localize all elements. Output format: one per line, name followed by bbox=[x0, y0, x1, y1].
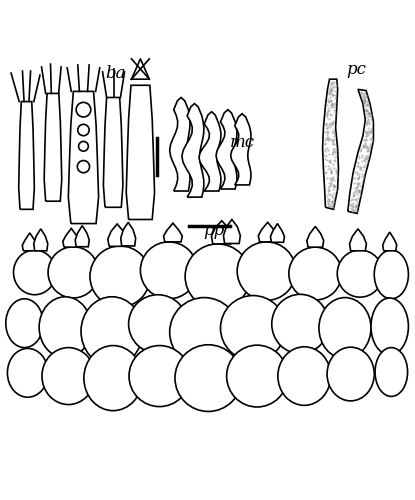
Ellipse shape bbox=[319, 298, 371, 358]
Ellipse shape bbox=[289, 247, 342, 300]
PathPatch shape bbox=[19, 102, 34, 210]
Ellipse shape bbox=[84, 346, 142, 410]
Ellipse shape bbox=[337, 250, 383, 297]
Ellipse shape bbox=[185, 244, 250, 309]
PathPatch shape bbox=[68, 92, 99, 224]
Ellipse shape bbox=[48, 246, 98, 298]
Ellipse shape bbox=[327, 347, 374, 401]
PathPatch shape bbox=[271, 224, 284, 242]
Ellipse shape bbox=[374, 250, 408, 299]
Ellipse shape bbox=[175, 345, 242, 412]
Ellipse shape bbox=[14, 250, 56, 294]
Ellipse shape bbox=[170, 298, 239, 366]
PathPatch shape bbox=[322, 79, 339, 210]
Ellipse shape bbox=[272, 294, 329, 354]
PathPatch shape bbox=[212, 220, 232, 244]
PathPatch shape bbox=[258, 222, 277, 242]
Ellipse shape bbox=[278, 347, 331, 406]
PathPatch shape bbox=[182, 104, 204, 197]
PathPatch shape bbox=[34, 229, 48, 251]
Ellipse shape bbox=[375, 348, 408, 397]
Text: pc: pc bbox=[346, 60, 366, 78]
PathPatch shape bbox=[126, 86, 154, 220]
Ellipse shape bbox=[39, 297, 91, 358]
Ellipse shape bbox=[42, 348, 95, 405]
Ellipse shape bbox=[90, 246, 150, 307]
PathPatch shape bbox=[216, 110, 237, 189]
PathPatch shape bbox=[75, 226, 89, 246]
PathPatch shape bbox=[164, 223, 182, 242]
Ellipse shape bbox=[129, 294, 187, 354]
PathPatch shape bbox=[170, 98, 190, 191]
PathPatch shape bbox=[348, 90, 374, 214]
PathPatch shape bbox=[349, 229, 366, 251]
Ellipse shape bbox=[7, 348, 48, 397]
Ellipse shape bbox=[6, 299, 43, 348]
PathPatch shape bbox=[231, 114, 251, 185]
Ellipse shape bbox=[237, 242, 296, 300]
PathPatch shape bbox=[307, 226, 324, 247]
PathPatch shape bbox=[108, 224, 127, 246]
PathPatch shape bbox=[63, 228, 80, 247]
Text: ba: ba bbox=[106, 64, 126, 82]
PathPatch shape bbox=[383, 232, 397, 251]
Ellipse shape bbox=[227, 345, 288, 407]
PathPatch shape bbox=[199, 112, 221, 191]
PathPatch shape bbox=[44, 94, 62, 201]
Text: pp: pp bbox=[203, 222, 224, 239]
PathPatch shape bbox=[103, 98, 123, 208]
PathPatch shape bbox=[224, 220, 240, 244]
PathPatch shape bbox=[121, 222, 136, 246]
Ellipse shape bbox=[140, 242, 198, 299]
Ellipse shape bbox=[220, 296, 286, 360]
Ellipse shape bbox=[81, 297, 143, 366]
Ellipse shape bbox=[371, 298, 408, 355]
Text: mc: mc bbox=[229, 134, 254, 150]
PathPatch shape bbox=[22, 233, 37, 251]
Ellipse shape bbox=[129, 346, 190, 406]
